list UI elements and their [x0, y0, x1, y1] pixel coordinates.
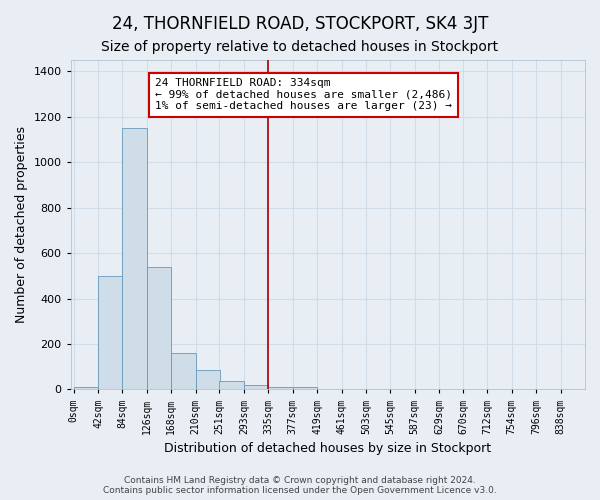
Bar: [122, 128, 147, 390]
Bar: [293, 387, 317, 390]
Bar: [74, 387, 98, 390]
Text: Contains HM Land Registry data © Crown copyright and database right 2024.
Contai: Contains HM Land Registry data © Crown c…: [103, 476, 497, 495]
Bar: [98, 276, 122, 390]
Text: Size of property relative to detached houses in Stockport: Size of property relative to detached ho…: [101, 40, 499, 54]
Text: 24 THORNFIELD ROAD: 334sqm
← 99% of detached houses are smaller (2,486)
1% of se: 24 THORNFIELD ROAD: 334sqm ← 99% of deta…: [155, 78, 452, 112]
Bar: [171, 353, 196, 390]
Bar: [220, 382, 244, 390]
Bar: [196, 370, 220, 390]
Y-axis label: Number of detached properties: Number of detached properties: [15, 126, 28, 323]
X-axis label: Distribution of detached houses by size in Stockport: Distribution of detached houses by size …: [164, 442, 491, 455]
Bar: [147, 266, 171, 390]
Bar: [244, 385, 268, 390]
Bar: [268, 387, 293, 390]
Text: 24, THORNFIELD ROAD, STOCKPORT, SK4 3JT: 24, THORNFIELD ROAD, STOCKPORT, SK4 3JT: [112, 15, 488, 33]
